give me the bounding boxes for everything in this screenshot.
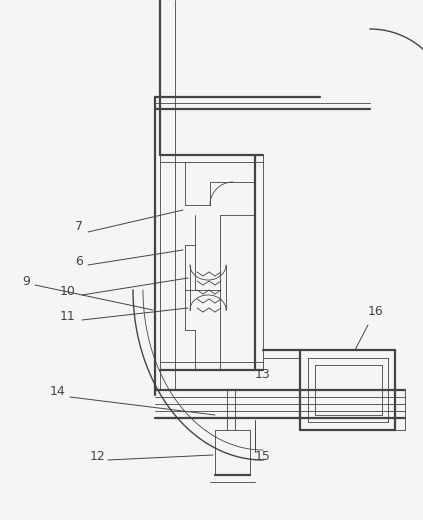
Text: 6: 6 (75, 255, 83, 268)
Text: 15: 15 (255, 450, 271, 463)
Text: 14: 14 (50, 385, 66, 398)
Text: 10: 10 (60, 285, 76, 298)
Text: 12: 12 (90, 450, 106, 463)
Text: 9: 9 (22, 275, 30, 288)
Text: 16: 16 (368, 305, 384, 318)
Text: 11: 11 (60, 310, 76, 323)
Text: 7: 7 (75, 220, 83, 233)
Text: 13: 13 (255, 368, 271, 381)
